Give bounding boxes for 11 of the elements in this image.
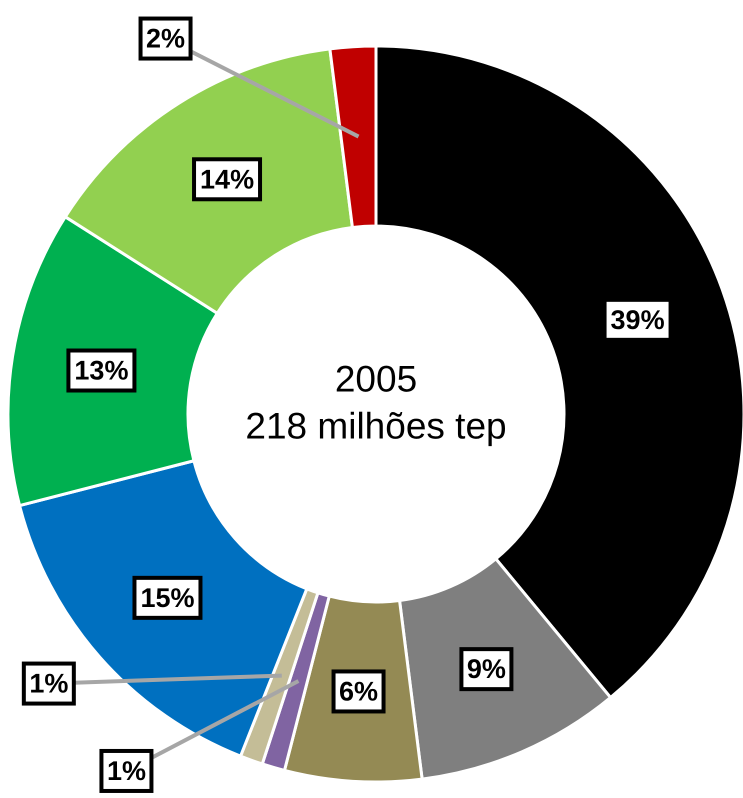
data-label: 2%	[146, 24, 186, 54]
data-label: 1%	[29, 668, 68, 699]
data-label: 9%	[466, 654, 506, 684]
text: 2005	[334, 358, 418, 400]
data-label: 14%	[200, 164, 254, 194]
data-label: 1%	[106, 756, 146, 786]
data-label: 39%	[610, 304, 665, 335]
data-label: 13%	[74, 356, 128, 386]
data-label: 6%	[339, 676, 378, 706]
data-label: 15%	[140, 582, 194, 613]
text: 218 milhões tep	[245, 406, 507, 446]
